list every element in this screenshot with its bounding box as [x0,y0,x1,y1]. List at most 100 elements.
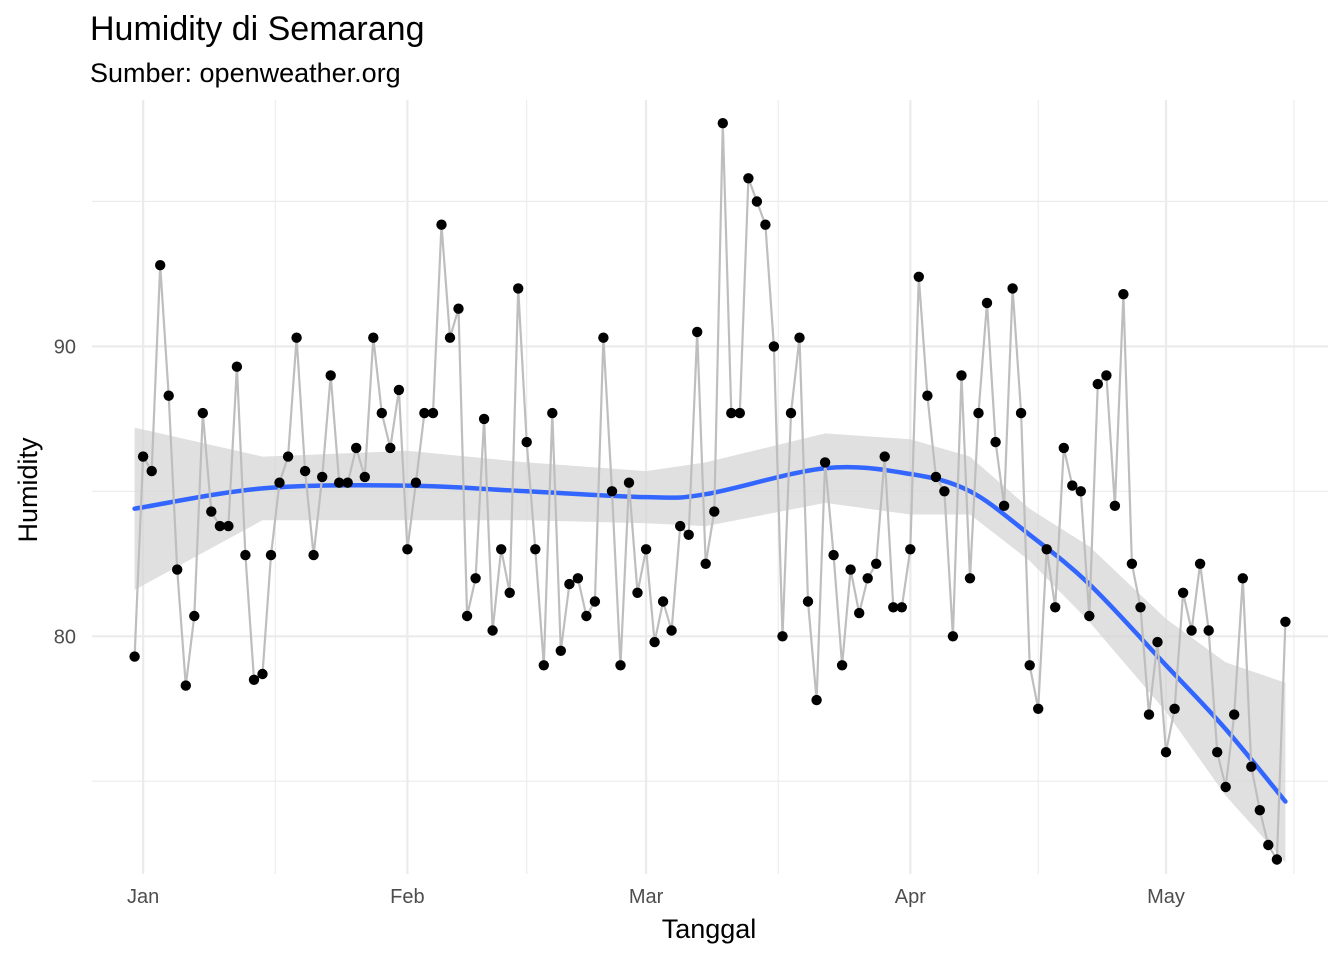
data-point [692,326,703,338]
data-point [342,477,353,488]
data-point [990,436,1001,448]
data-point [1186,625,1197,636]
data-point [1143,709,1155,720]
data-point [615,660,626,671]
data-point [981,297,993,309]
data-point [1067,480,1078,491]
data-point [470,573,481,584]
data-point [700,558,711,569]
data-point [1041,544,1052,555]
data-point [666,625,677,636]
data-point [581,610,592,622]
data-point [376,407,387,419]
data-point [683,529,694,540]
data-point [964,573,976,584]
data-point [1152,636,1163,648]
data-point [606,486,618,497]
data-point [555,645,566,656]
data-point [257,668,268,680]
x-tick-label: May [1147,886,1185,908]
data-point [129,651,140,662]
data-point [649,636,660,648]
points-layer [129,118,1291,865]
data-point [675,520,686,532]
data-point [657,596,669,607]
data-point [274,477,285,488]
data-point [1050,602,1061,613]
x-axis-title: Tanggal [662,914,757,944]
data-point [538,660,549,671]
data-point [223,520,234,532]
data-point [1007,283,1018,294]
data-point [879,451,890,462]
data-point [547,407,558,419]
data-point [709,506,720,517]
data-point [1194,558,1206,569]
data-point [231,361,243,372]
data-point [1084,610,1095,622]
data-point [240,549,251,561]
data-point [453,303,464,314]
data-point [802,596,814,607]
data-point [248,674,260,685]
data-point [419,407,430,419]
data-point [180,680,191,691]
data-point [973,407,984,419]
data-point [1109,500,1121,511]
data-point [163,390,174,401]
data-point [487,625,498,636]
data-point [504,587,515,598]
data-point [1024,660,1035,671]
data-point [734,407,745,419]
data-point [461,610,473,622]
data-point [1160,747,1172,758]
data-point [836,660,848,671]
x-axis-ticks: Jan Feb Mar Apr May [127,886,1185,908]
data-point [197,407,208,419]
data-point [299,465,311,477]
data-point [1271,854,1283,865]
x-tick-label: Feb [390,886,424,908]
x-tick-label: Jan [127,886,159,908]
data-point [1263,839,1274,851]
data-point [785,407,797,419]
data-point [598,332,609,343]
data-point [1033,703,1044,714]
data-point [513,283,524,294]
data-point [146,465,157,477]
data-point [751,196,763,207]
data-point [1203,625,1214,636]
data-point [1220,781,1231,793]
data-point [1101,370,1112,381]
data-point [1229,709,1240,720]
series-line-layer [133,122,1287,861]
data-point [811,694,822,706]
chart-subtitle: Sumber: openweather.org [90,58,401,88]
data-point [828,549,839,561]
data-point [913,271,924,282]
data-point [1075,486,1087,497]
chart-title: Humidity di Semarang [90,10,425,48]
data-point [1254,805,1266,816]
x-tick-label: Mar [629,886,664,908]
data-point [589,596,601,607]
data-point [351,442,362,454]
data-point [1177,587,1189,598]
data-point [871,558,882,569]
y-tick-label: 90 [54,336,76,358]
confidence-ribbon [134,427,1286,863]
data-point [1015,407,1027,419]
data-point [854,607,865,619]
data-point [155,260,166,271]
data-point [956,370,967,381]
data-point [896,602,907,613]
data-point [496,544,507,555]
data-point [137,451,149,462]
data-point [325,370,336,381]
data-point [845,564,856,575]
data-point [172,564,183,575]
data-point [291,332,302,343]
data-point [385,442,396,454]
data-point [368,332,379,343]
